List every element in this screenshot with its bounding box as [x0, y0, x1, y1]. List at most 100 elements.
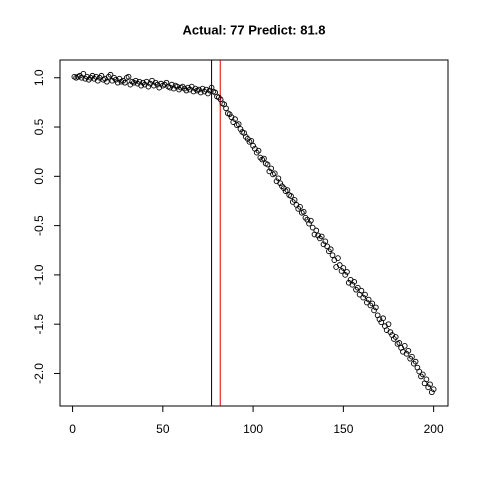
point: [94, 77, 101, 84]
point: [340, 265, 347, 271]
point: [237, 126, 244, 132]
point: [154, 81, 161, 88]
point: [264, 161, 271, 168]
point: [199, 85, 206, 92]
point: [190, 88, 197, 95]
point: [80, 70, 87, 77]
point: [349, 281, 356, 288]
point: [235, 121, 242, 127]
y-tick-label: -2.0: [32, 363, 46, 384]
chart-title: Actual: 77 Predict: 81.8: [182, 22, 325, 37]
y-tick-label: -1.0: [32, 264, 46, 285]
point: [401, 343, 408, 349]
point: [425, 384, 432, 391]
point: [322, 238, 329, 245]
point: [358, 287, 365, 294]
point: [385, 321, 392, 328]
x-tick-label: 200: [424, 422, 444, 436]
point: [430, 386, 437, 393]
point: [288, 193, 294, 199]
point: [271, 170, 278, 177]
point: [277, 180, 284, 187]
point: [409, 353, 415, 360]
point: [380, 315, 386, 322]
point: [344, 269, 350, 275]
point: [84, 73, 90, 80]
point: [365, 296, 372, 303]
y-tick-label: 0.5: [32, 118, 46, 135]
point: [167, 84, 173, 91]
point: [336, 262, 343, 268]
point: [363, 299, 370, 306]
x-tick-label: 100: [243, 422, 263, 436]
point: [313, 227, 320, 234]
point: [338, 268, 345, 274]
point: [396, 340, 403, 346]
point: [306, 220, 312, 227]
point: [145, 83, 152, 90]
point: [342, 272, 349, 278]
point: [327, 246, 334, 253]
y-tick-label: -1.5: [32, 314, 46, 335]
point: [226, 111, 233, 118]
point: [248, 137, 255, 144]
point: [373, 304, 379, 311]
x-tick-label: 50: [156, 422, 170, 436]
point: [354, 284, 361, 291]
point: [403, 350, 410, 357]
point: [113, 76, 119, 83]
point: [324, 243, 330, 250]
point: [428, 389, 435, 396]
point: [412, 358, 419, 365]
point: [387, 329, 394, 335]
point: [125, 73, 132, 80]
point: [405, 347, 412, 354]
point: [266, 168, 273, 175]
point: [427, 381, 433, 388]
point: [297, 204, 303, 210]
x-tick-label: 0: [69, 422, 76, 436]
point: [392, 334, 399, 340]
point: [107, 71, 114, 78]
point: [423, 376, 430, 383]
point: [351, 278, 358, 285]
plot-box: [59, 59, 449, 407]
point: [315, 232, 321, 239]
point: [174, 83, 181, 90]
point: [122, 79, 128, 86]
point: [89, 72, 96, 79]
point: [261, 155, 267, 162]
point: [291, 197, 298, 203]
y-tick-label: 1.0: [32, 69, 46, 86]
point: [419, 371, 426, 378]
point: [308, 217, 314, 224]
point: [138, 82, 145, 89]
point: [255, 147, 262, 154]
point: [206, 87, 213, 94]
y-tick-label: -0.5: [32, 215, 46, 236]
point: [150, 82, 157, 89]
point: [376, 316, 383, 323]
point: [318, 233, 325, 240]
point: [223, 105, 229, 112]
point: [230, 119, 237, 125]
point: [335, 255, 341, 261]
point: [329, 252, 336, 259]
point: [362, 291, 368, 298]
point: [371, 307, 377, 314]
point: [104, 78, 110, 85]
point: [369, 300, 376, 307]
point: [268, 165, 275, 172]
point: [275, 175, 282, 182]
point: [284, 187, 291, 193]
y-tick-label: 0.0: [32, 168, 46, 185]
point: [196, 86, 202, 93]
point: [132, 77, 139, 84]
point: [232, 116, 238, 122]
point: [250, 142, 256, 149]
point: [309, 224, 316, 231]
point: [109, 77, 116, 84]
point: [205, 90, 211, 97]
